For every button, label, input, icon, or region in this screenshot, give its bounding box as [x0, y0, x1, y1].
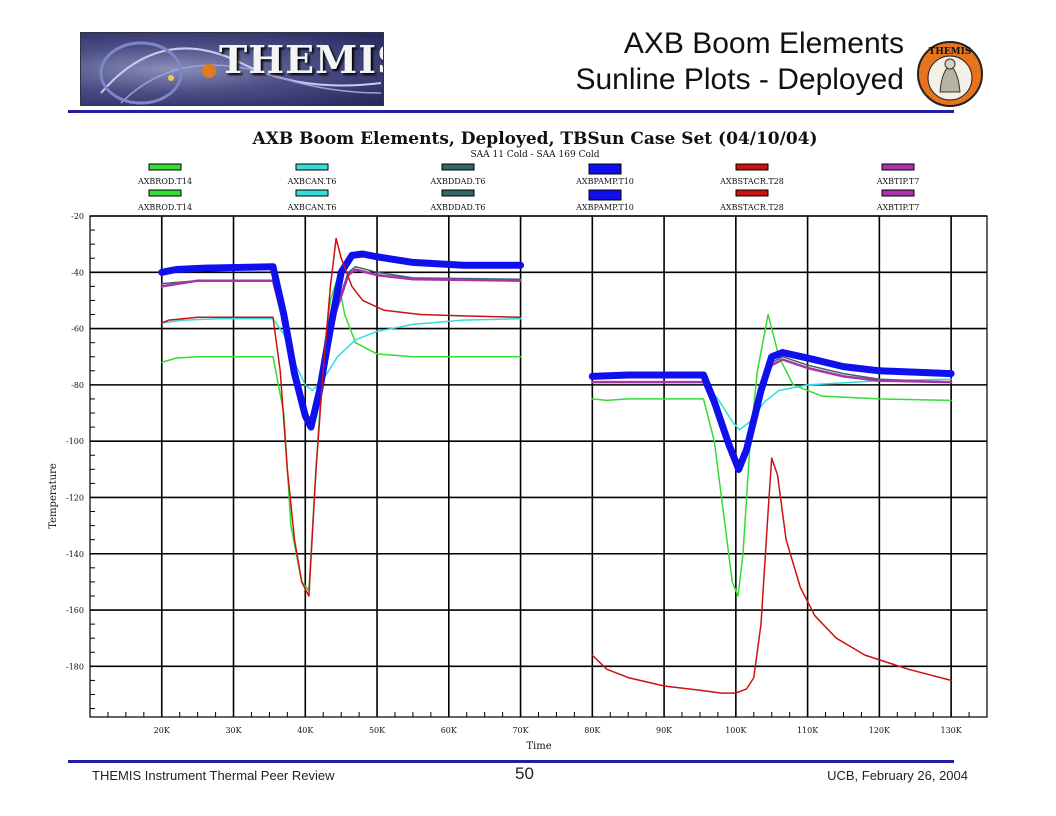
series-line-axbcan-t6: [591, 378, 952, 431]
legend-swatch: [441, 189, 475, 197]
legend-swatch: [588, 163, 622, 175]
badge-label: THEMIS: [929, 47, 972, 57]
header-rule: [68, 110, 954, 113]
themis-banner-logo: THEMIS: [80, 32, 384, 106]
series-line-axbpamp-t10: [158, 250, 525, 431]
plot-border: [89, 215, 988, 718]
slide-title-line2: Sunline Plots - Deployed: [575, 63, 904, 96]
y-tick-label: -60: [71, 325, 84, 334]
legend-label: AXBTIP.T7: [876, 203, 920, 212]
slide-title-line1: AXB Boom Elements: [623, 27, 904, 60]
y-tick-label: -40: [71, 268, 84, 277]
legend-label: AXBTIP.T7: [876, 177, 920, 186]
chart-subtitle: SAA 11 Cold - SAA 169 Cold: [470, 150, 599, 160]
x-axis-label: Time: [526, 741, 551, 752]
y-tick-label: -160: [66, 606, 84, 615]
series-line-axbrod-t14: [161, 277, 522, 592]
legend-label: AXBDDAD.T6: [429, 203, 485, 212]
y-axis-label: Temperature: [48, 463, 59, 529]
x-axis-ticks: 20K 30K 40K 50K 60K 70K 80K 90K 100K 110K 120K 130K: [89, 712, 988, 735]
legend-label: AXBPAMP.T10: [575, 177, 634, 186]
y-tick-label: -80: [71, 381, 84, 390]
legend-swatch: [148, 163, 182, 171]
legend-label: AXBCAN.T6: [287, 203, 337, 212]
x-tick-label: 90K: [656, 726, 673, 735]
legend-label: AXBSTACR.T28: [719, 203, 784, 212]
series-line-axbstacr-t28: [591, 457, 952, 694]
series-line-axbpamp-t10: [588, 349, 955, 473]
legend-swatch: [735, 189, 769, 197]
themis-mission-badge: THEMIS: [917, 41, 983, 107]
legend-label: AXBCAN.T6: [287, 177, 337, 186]
legend-label: AXBROD.T14: [137, 203, 192, 212]
temperature-line-chart: AXB Boom Elements, Deployed, TBSun Case …: [48, 129, 988, 752]
legend-label: AXBDDAD.T6: [429, 177, 485, 186]
x-tick-label: 60K: [441, 726, 458, 735]
x-tick-label: 40K: [297, 726, 314, 735]
legend-swatch: [295, 163, 329, 171]
series-line-axbcan-t6: [161, 317, 522, 392]
series-line-axbstacr-t28: [161, 237, 522, 597]
x-tick-label: 30K: [225, 726, 242, 735]
banner-orbit-art: [99, 41, 382, 105]
y-tick-label: -180: [66, 662, 84, 671]
x-tick-label: 80K: [584, 726, 601, 735]
legend-swatch: [441, 163, 475, 171]
legend-swatch: [148, 189, 182, 197]
legend-swatch: [735, 163, 769, 171]
legend-label: AXBPAMP.T10: [575, 203, 634, 212]
x-tick-label: 20K: [154, 726, 171, 735]
legend-label: AXBSTACR.T28: [719, 177, 784, 186]
x-tick-label: 110K: [797, 726, 819, 735]
banner-title: THEMIS: [219, 37, 383, 82]
x-tick-label: 70K: [512, 726, 529, 735]
chart-series: [158, 237, 955, 694]
series-line-axbrod-t14: [591, 313, 952, 597]
x-tick-label: 100K: [725, 726, 747, 735]
y-axis-ticks: -20 -40 -60 -80 -100 -120 -140 -160 -180: [66, 212, 95, 710]
page-number: 50: [515, 764, 534, 783]
x-tick-label: 130K: [940, 726, 962, 735]
x-tick-label: 50K: [369, 726, 386, 735]
y-tick-label: -20: [71, 212, 84, 221]
slide-title: AXB Boom Elements Sunline Plots - Deploy…: [575, 26, 904, 98]
legend-swatch: [881, 163, 915, 171]
chart-legend: AXBROD.T14 AXBCAN.T6 AXBDDAD.T6 AXBPAMP.T10…: [137, 163, 920, 212]
legend-swatch: [295, 189, 329, 197]
legend-swatch: [588, 189, 622, 201]
legend-swatch: [881, 189, 915, 197]
footer-rule: [68, 760, 954, 763]
footer-left-text: THEMIS Instrument Thermal Peer Review: [92, 768, 335, 783]
y-tick-label: -120: [66, 493, 84, 502]
y-tick-label: -100: [66, 437, 84, 446]
x-tick-label: 120K: [869, 726, 891, 735]
y-tick-label: -140: [66, 550, 84, 559]
chart-title: AXB Boom Elements, Deployed, TBSun Case …: [251, 129, 817, 149]
chart-grid: [90, 215, 987, 717]
series-line-axbtip-t7: [160, 268, 522, 430]
plot-frame: [89, 215, 988, 718]
footer-right-text: UCB, February 26, 2004: [827, 768, 968, 783]
legend-label: AXBROD.T14: [137, 177, 192, 186]
